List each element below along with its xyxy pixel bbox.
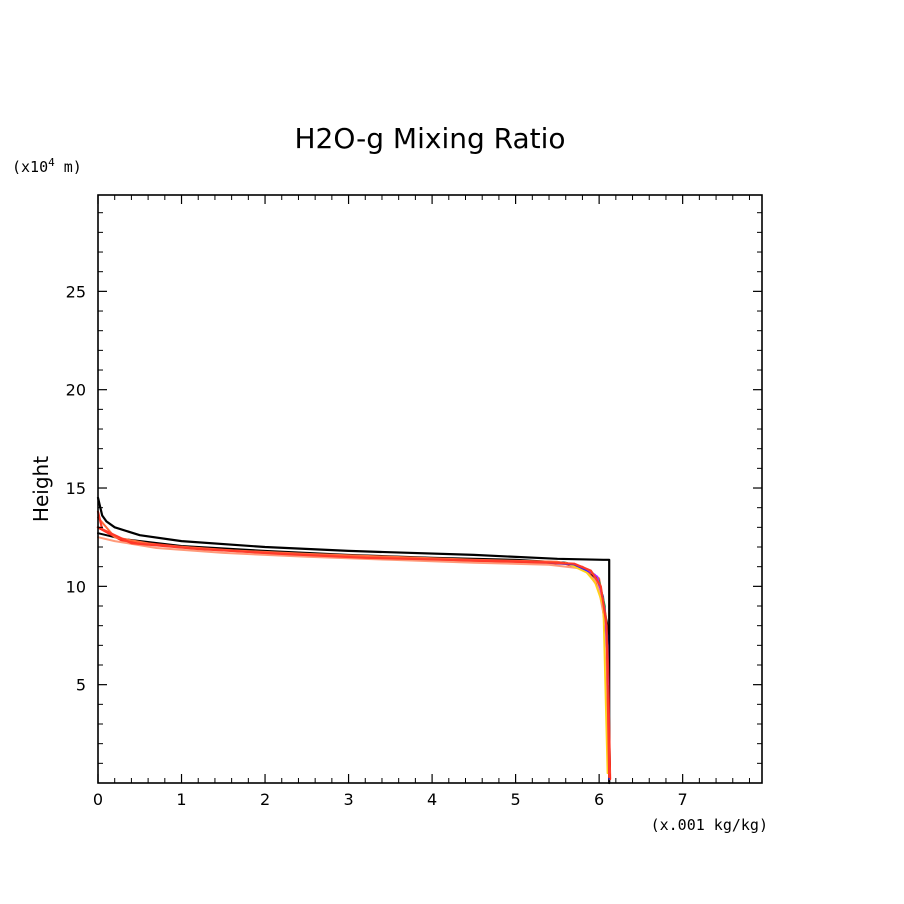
x-tick-label: 4 [427, 790, 437, 809]
tick-layer [97, 195, 762, 783]
x-tick-label: 7 [678, 790, 688, 809]
y-unit-label: (x104 m) [12, 156, 82, 176]
plot-frame [97, 194, 763, 784]
x-tick-label: 1 [176, 790, 186, 809]
y-tick-label: 20 [66, 381, 86, 400]
y-tick-label: 15 [66, 479, 86, 498]
series-layer [96, 496, 612, 785]
y-axis-label: Height [29, 456, 53, 522]
y-tick-label: 25 [66, 282, 86, 301]
x-unit-label: (x.001 kg/kg) [651, 816, 768, 834]
series-line-run-04 [97, 536, 611, 775]
x-tick-label: 3 [343, 790, 353, 809]
series-line-run-09 [96, 510, 611, 779]
series-line-initial [96, 496, 611, 785]
y-tick-label: 10 [66, 577, 86, 596]
chart-title: H2O-g Mixing Ratio [294, 122, 565, 155]
series-line-run-05 [564, 561, 609, 775]
x-tick-label: 0 [93, 790, 103, 809]
x-tick-label: 5 [511, 790, 521, 809]
tick-label-layer: 0 1 2 3 4 5 6 7 5 10 15 20 25 [66, 282, 688, 809]
x-tick-label: 2 [260, 790, 270, 809]
x-tick-label: 6 [594, 790, 604, 809]
y-tick-label: 5 [76, 676, 86, 695]
